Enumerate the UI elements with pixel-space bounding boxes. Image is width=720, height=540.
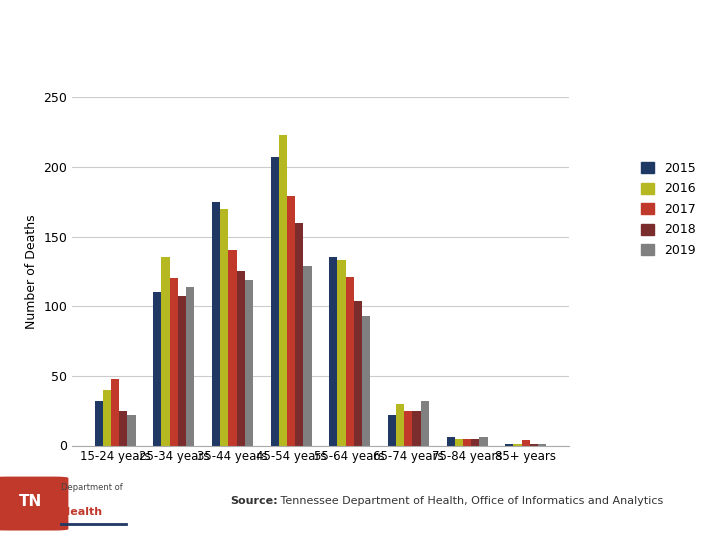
Bar: [362, 316, 370, 446]
Text: Pain Reliever Deaths by Age Distribution,
2015-2019: Pain Reliever Deaths by Age Distribution…: [11, 18, 467, 64]
Bar: [396, 404, 404, 446]
Bar: [521, 440, 530, 445]
Bar: [94, 401, 103, 446]
Bar: [463, 438, 471, 445]
Bar: [420, 401, 429, 446]
Bar: [329, 258, 338, 446]
Bar: [279, 135, 287, 446]
Bar: [127, 415, 135, 446]
Y-axis label: Number of Deaths: Number of Deaths: [24, 214, 37, 329]
Bar: [212, 201, 220, 446]
Bar: [505, 444, 513, 446]
Bar: [354, 301, 362, 446]
Bar: [404, 410, 413, 445]
Text: Source:: Source:: [230, 496, 278, 507]
Bar: [413, 410, 420, 445]
Legend: 2015, 2016, 2017, 2018, 2019: 2015, 2016, 2017, 2018, 2019: [635, 156, 702, 263]
Bar: [346, 277, 354, 445]
FancyBboxPatch shape: [0, 477, 68, 530]
Bar: [120, 410, 127, 445]
Bar: [111, 379, 120, 445]
Bar: [287, 196, 295, 446]
Bar: [455, 438, 463, 445]
Bar: [530, 444, 538, 446]
Bar: [271, 157, 279, 446]
Bar: [480, 437, 487, 446]
Bar: [303, 266, 312, 446]
Text: TN: TN: [19, 494, 42, 509]
Bar: [103, 390, 111, 446]
Text: Health: Health: [61, 507, 102, 517]
Bar: [446, 437, 455, 446]
Text: Tennessee Department of Health, Office of Informatics and Analytics: Tennessee Department of Health, Office o…: [277, 496, 663, 507]
Bar: [295, 222, 303, 446]
Bar: [186, 287, 194, 446]
Bar: [513, 444, 521, 446]
Bar: [237, 271, 245, 446]
Bar: [388, 415, 396, 446]
Bar: [538, 444, 546, 446]
Text: Department of: Department of: [61, 483, 123, 492]
Bar: [170, 278, 178, 446]
Bar: [471, 438, 480, 445]
Bar: [338, 260, 346, 445]
Bar: [178, 296, 186, 446]
Bar: [161, 258, 170, 446]
Bar: [220, 208, 228, 446]
Bar: [228, 251, 237, 446]
Bar: [245, 280, 253, 446]
Bar: [153, 292, 161, 446]
